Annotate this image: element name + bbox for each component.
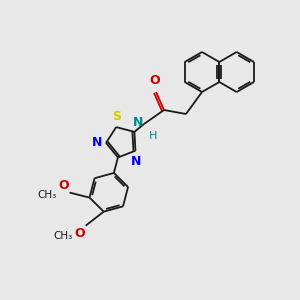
Text: S: S — [112, 110, 121, 123]
Text: H: H — [149, 131, 158, 141]
Text: O: O — [74, 226, 85, 240]
Text: N: N — [131, 154, 142, 168]
Text: N: N — [92, 136, 102, 149]
Text: CH₃: CH₃ — [53, 231, 73, 241]
Text: N: N — [133, 116, 143, 130]
Text: O: O — [150, 74, 160, 87]
Text: CH₃: CH₃ — [37, 190, 56, 200]
Text: O: O — [58, 178, 68, 192]
